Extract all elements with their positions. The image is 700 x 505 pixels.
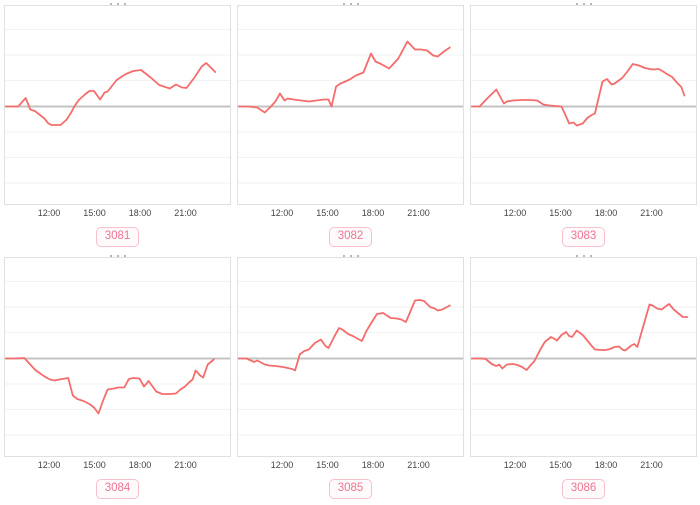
badge-row: 3084 [4, 479, 231, 499]
chart-cell: 12:00 15:00 18:00 21:00 3083 [470, 0, 697, 252]
chart-id-badge[interactable]: 3085 [328, 479, 373, 499]
x-tick-label: 12:00 [503, 208, 527, 218]
x-axis: 12:00 15:00 18:00 21:00 [470, 205, 697, 223]
data-series-line [238, 40, 451, 114]
line-chart-svg [5, 29, 230, 184]
x-tick-label: 21:00 [174, 460, 197, 470]
line-chart-svg [471, 281, 696, 436]
data-series-line [5, 357, 215, 415]
x-tick-label: 15:00 [83, 460, 106, 470]
data-series-line [5, 62, 217, 126]
chart-id-badge[interactable]: 3081 [95, 227, 140, 247]
clipped-title-fragment [4, 252, 231, 257]
x-tick-label: 15:00 [83, 208, 106, 218]
clipped-title-fragment [237, 252, 464, 257]
data-series-line [471, 303, 689, 371]
x-tick-label: 12:00 [37, 460, 61, 470]
line-chart-plot-area [470, 5, 697, 205]
x-tick-label: 18:00 [128, 208, 152, 218]
x-axis: 12:00 15:00 18:00 21:00 [237, 205, 464, 223]
line-chart-svg [471, 29, 696, 184]
x-tick-label: 18:00 [128, 460, 152, 470]
badge-row: 3081 [4, 227, 231, 247]
x-tick-label: 12:00 [503, 460, 527, 470]
x-tick-label: 18:00 [594, 208, 618, 218]
x-tick-label: 12:00 [37, 208, 61, 218]
x-tick-label: 12:00 [270, 460, 294, 470]
chart-cell: 12:00 15:00 18:00 21:00 3081 [4, 0, 231, 252]
x-tick-label: 15:00 [316, 208, 339, 218]
x-tick-label: 21:00 [407, 208, 430, 218]
x-axis: 12:00 15:00 18:00 21:00 [4, 457, 231, 475]
x-tick-label: 15:00 [316, 460, 339, 470]
x-tick-label: 18:00 [361, 460, 385, 470]
badge-row: 3086 [470, 479, 697, 499]
line-chart-svg [238, 281, 463, 436]
line-chart-plot-area [4, 257, 231, 457]
x-axis: 12:00 15:00 18:00 21:00 [4, 205, 231, 223]
line-chart-plot-area [237, 5, 464, 205]
x-tick-label: 18:00 [594, 460, 618, 470]
badge-row: 3083 [470, 227, 697, 247]
chart-cell: 12:00 15:00 18:00 21:00 3084 [4, 252, 231, 505]
line-chart-svg [238, 29, 463, 184]
badge-row: 3082 [237, 227, 464, 247]
data-series-line [471, 63, 686, 127]
line-chart-plot-area [4, 5, 231, 205]
data-series-line [238, 299, 451, 372]
chart-id-badge[interactable]: 3082 [328, 227, 373, 247]
chart-id-badge[interactable]: 3083 [561, 227, 606, 247]
x-tick-label: 21:00 [640, 208, 663, 218]
chart-cell: 12:00 15:00 18:00 21:00 3082 [237, 0, 464, 252]
line-chart-plot-area [470, 257, 697, 457]
x-tick-label: 21:00 [640, 460, 663, 470]
chart-id-badge[interactable]: 3084 [95, 479, 140, 499]
chart-cell: 12:00 15:00 18:00 21:00 3086 [470, 252, 697, 505]
x-tick-label: 18:00 [361, 208, 385, 218]
x-tick-label: 15:00 [549, 460, 572, 470]
clipped-title-fragment [470, 0, 697, 5]
chart-cell: 12:00 15:00 18:00 21:00 3085 [237, 252, 464, 505]
chart-id-badge[interactable]: 3086 [561, 479, 606, 499]
line-chart-svg [5, 281, 230, 436]
clipped-title-fragment [237, 0, 464, 5]
clipped-title-fragment [470, 252, 697, 257]
x-tick-label: 21:00 [174, 208, 197, 218]
clipped-title-fragment [4, 0, 231, 5]
x-axis: 12:00 15:00 18:00 21:00 [470, 457, 697, 475]
x-tick-label: 12:00 [270, 208, 294, 218]
line-chart-plot-area [237, 257, 464, 457]
badge-row: 3085 [237, 479, 464, 499]
x-tick-label: 15:00 [549, 208, 572, 218]
x-axis: 12:00 15:00 18:00 21:00 [237, 457, 464, 475]
x-tick-label: 21:00 [407, 460, 430, 470]
